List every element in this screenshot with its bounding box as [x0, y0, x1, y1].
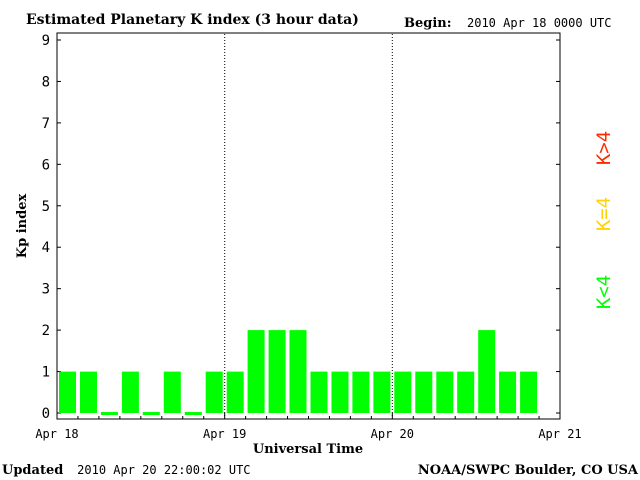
y-tick-label: 8: [42, 74, 50, 90]
credit-text: NOAA/SWPC Boulder, CO USA: [418, 463, 639, 478]
updated-label: Updated: [2, 463, 63, 478]
chart-title: Estimated Planetary K index (3 hour data…: [26, 12, 359, 28]
updated-value: 2010 Apr 20 22:00:02 UTC: [77, 463, 250, 477]
kp-bar: [205, 371, 223, 413]
x-tick-label: Apr 20: [371, 427, 414, 441]
y-axis-label: Kp index: [15, 194, 30, 259]
x-axis-ticks: Apr 18 Apr 19 Apr 20 Apr 21: [35, 413, 582, 441]
kp-bar: [100, 412, 118, 415]
kp-bar: [394, 371, 412, 413]
legend-item-k-less-4: K<4: [593, 275, 615, 309]
y-tick-label: 6: [42, 157, 50, 173]
x-axis-label: Universal Time: [253, 442, 363, 457]
legend-item-k-greater-4: K>4: [593, 131, 615, 165]
kp-bar: [499, 371, 517, 413]
kp-bar: [80, 371, 97, 413]
x-tick-label: Apr 19: [203, 427, 246, 441]
kp-bar: [352, 371, 370, 413]
updated-line: Updated 2010 Apr 20 22:00:02 UTC: [2, 463, 251, 478]
kp-bar: [184, 412, 202, 415]
x-tick-label: Apr 18: [35, 427, 78, 441]
kp-bar: [520, 371, 538, 413]
y-tick-label: 5: [42, 199, 50, 215]
kp-bar: [163, 371, 181, 413]
kp-bar: [247, 330, 265, 413]
kp-bar: [478, 330, 496, 413]
begin-label: Begin:: [404, 16, 452, 31]
kp-bar: [373, 371, 391, 413]
y-tick-label: 4: [42, 240, 50, 256]
y-tick-label: 7: [42, 116, 50, 132]
y-axis-ticks: 0 1 2 3 4 5 6 7 8 9: [42, 33, 560, 422]
kp-bar: [142, 412, 160, 415]
kp-bar: [59, 371, 76, 413]
y-tick-label: 3: [42, 282, 50, 298]
bars-group: [59, 330, 538, 415]
kp-bar: [331, 371, 349, 413]
begin-value: 2010 Apr 18 0000 UTC: [467, 16, 612, 30]
kp-bar: [289, 330, 307, 413]
kp-bar: [457, 371, 475, 413]
kp-bar: [268, 330, 286, 413]
x-tick-label: Apr 21: [538, 427, 581, 441]
y-tick-label: 9: [42, 33, 50, 49]
kp-bar: [310, 371, 328, 413]
kp-bar: [121, 371, 139, 413]
kp-bar: [415, 371, 433, 413]
y-tick-label: 0: [42, 406, 50, 422]
y-tick-label: 2: [42, 323, 50, 339]
y-tick-label: 1: [42, 365, 50, 381]
legend-item-k-equals-4: K=4: [593, 197, 615, 231]
kp-bar: [436, 371, 454, 413]
legend: K>4 K=4 K<4: [593, 131, 615, 309]
kp-bar: [226, 371, 244, 413]
